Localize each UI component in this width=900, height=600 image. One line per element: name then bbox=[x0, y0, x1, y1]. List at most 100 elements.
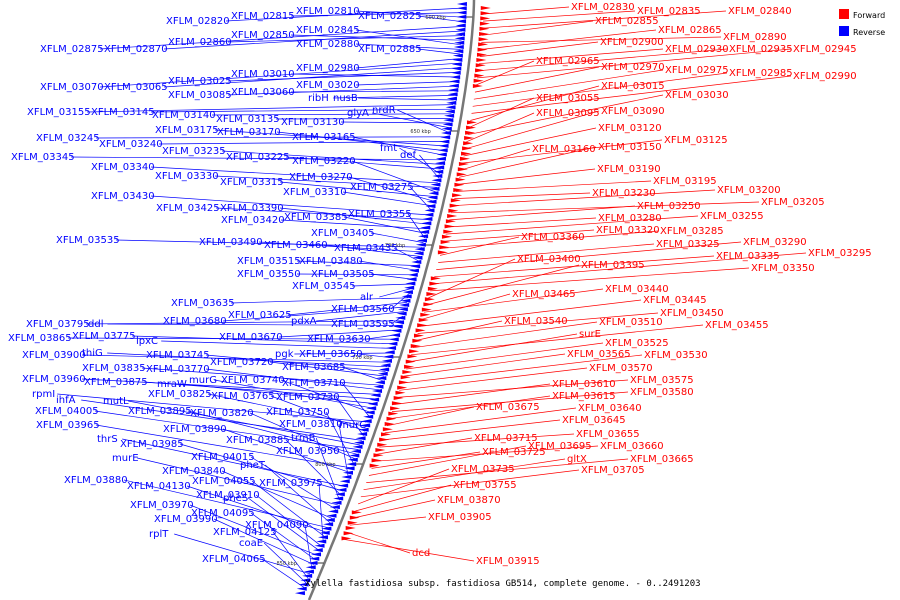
reverse-gene-arrow bbox=[455, 23, 466, 28]
tick-label: 650 kbp bbox=[410, 129, 430, 135]
reverse-gene-arrow bbox=[357, 432, 368, 436]
reverse-connector bbox=[249, 412, 356, 460]
reverse-gene-arrow bbox=[302, 573, 313, 578]
reverse-connector bbox=[122, 438, 345, 487]
forward-gene-label: XFLM_03905 bbox=[428, 512, 492, 523]
tick-label: 800 kbp bbox=[315, 462, 335, 468]
reverse-gene-label: XFLM_03975 bbox=[259, 478, 323, 489]
forward-connector bbox=[472, 72, 728, 107]
forward-connector bbox=[408, 333, 578, 363]
reverse-gene-arrow bbox=[415, 242, 426, 247]
reverse-gene-labels: XFLM_02820 XFLM_02815 XFLM_02810XFLM_02825… bbox=[8, 6, 422, 565]
forward-gene-arrow bbox=[404, 364, 415, 369]
reverse-connector bbox=[275, 118, 451, 120]
reverse-connector bbox=[186, 485, 328, 533]
reverse-gene-arrow bbox=[446, 96, 457, 101]
forward-connector bbox=[474, 66, 600, 93]
reverse-gene-label: XFLM_03840 bbox=[162, 466, 226, 477]
reverse-connector bbox=[296, 273, 415, 276]
reverse-gene-arrow bbox=[354, 440, 365, 445]
forward-connector bbox=[424, 288, 604, 313]
reverse-connector bbox=[182, 383, 375, 404]
reverse-gene-label: XFLM_03245 bbox=[36, 133, 100, 144]
forward-gene-arrow bbox=[457, 167, 468, 172]
reverse-gene-arrow bbox=[455, 32, 466, 37]
forward-gene-arrow bbox=[393, 396, 404, 400]
reverse-gene-arrow bbox=[424, 208, 435, 213]
reverse-gene-label: XFLM_03345 bbox=[11, 152, 75, 163]
reverse-gene-arrow bbox=[309, 556, 320, 561]
reverse-connector bbox=[214, 175, 437, 188]
forward-gene-label: XFLM_03675 bbox=[476, 402, 540, 413]
forward-gene-label: XFLM_02835 bbox=[637, 6, 701, 17]
reverse-gene-label: XFLM_02880 bbox=[296, 39, 360, 50]
reverse-gene-arrow bbox=[445, 105, 456, 110]
reverse-gene-arrow bbox=[397, 307, 408, 312]
reverse-gene-arrow bbox=[456, 14, 467, 19]
forward-gene-label: XFLM_03350 bbox=[751, 263, 815, 274]
reverse-connector bbox=[251, 480, 326, 538]
forward-gene-label: gltX bbox=[567, 454, 587, 465]
reverse-gene-label: XFLM_03385 bbox=[284, 212, 348, 223]
reverse-gene-arrow bbox=[440, 135, 451, 140]
reverse-gene-arrow bbox=[428, 191, 439, 196]
reverse-gene-arrow bbox=[336, 487, 347, 492]
forward-gene-arrow bbox=[459, 156, 470, 161]
reverse-connector bbox=[276, 131, 445, 151]
reverse-connector bbox=[115, 239, 423, 248]
reverse-connector bbox=[270, 395, 366, 432]
legend-forward-swatch bbox=[839, 9, 849, 19]
reverse-connector bbox=[315, 437, 340, 501]
forward-gene-label: XFLM_03055 bbox=[536, 93, 600, 104]
reverse-gene-arrow bbox=[369, 397, 380, 402]
reverse-connector bbox=[351, 283, 413, 287]
reverse-gene-label: XFLM_04015 bbox=[191, 452, 255, 463]
forward-gene-label: XFLM_03455 bbox=[705, 320, 769, 331]
forward-gene-arrow bbox=[423, 302, 434, 307]
reverse-gene-label: XFLM_03970 bbox=[130, 500, 194, 511]
forward-connector bbox=[441, 230, 659, 249]
reverse-connector bbox=[351, 136, 444, 156]
reverse-gene-arrow bbox=[300, 578, 311, 583]
forward-connector bbox=[399, 367, 588, 391]
forward-gene-label: dcd bbox=[412, 548, 430, 559]
forward-gene-arrow bbox=[437, 250, 448, 255]
reverse-gene-arrow bbox=[407, 272, 418, 277]
forward-gene-arrow bbox=[444, 224, 455, 229]
forward-gene-arrow bbox=[464, 136, 475, 140]
forward-gene-arrow bbox=[413, 333, 424, 338]
reverse-gene-label: XFLM_03550 bbox=[237, 269, 301, 280]
reverse-gene-label: XFLM_02810 bbox=[296, 6, 360, 17]
reverse-gene-arrow bbox=[355, 436, 366, 441]
reverse-gene-label: XFLM_03155 bbox=[27, 107, 91, 118]
reverse-gene-arrow bbox=[422, 217, 433, 221]
forward-gene-arrow bbox=[402, 370, 413, 374]
reverse-connector bbox=[250, 512, 316, 561]
reverse-gene-arrow bbox=[390, 333, 401, 338]
reverse-gene-arrow bbox=[455, 27, 466, 32]
reverse-gene-arrow bbox=[412, 255, 423, 260]
tick-label: 850 kbp bbox=[277, 561, 297, 567]
reverse-gene-arrow bbox=[333, 496, 344, 501]
legend-forward-label: Forward bbox=[853, 11, 885, 20]
forward-connector-lines bbox=[344, 6, 807, 562]
reverse-gene-arrow bbox=[376, 376, 387, 381]
forward-connector bbox=[458, 146, 597, 178]
reverse-gene-arrow bbox=[326, 513, 337, 518]
forward-gene-arrow bbox=[397, 385, 408, 390]
forward-connector bbox=[450, 201, 760, 214]
reverse-gene-label: mraW bbox=[157, 379, 187, 390]
reverse-gene-arrow bbox=[339, 479, 350, 484]
forward-gene-arrow bbox=[420, 312, 431, 317]
reverse-gene-arrow bbox=[396, 311, 407, 316]
forward-gene-label: XFLM_03695 bbox=[528, 441, 592, 452]
reverse-gene-arrow bbox=[443, 118, 454, 123]
reverse-gene-arrow bbox=[406, 277, 417, 282]
forward-gene-arrow bbox=[449, 203, 460, 208]
forward-gene-label: XFLM_03400 bbox=[517, 254, 581, 265]
reverse-gene-arrow bbox=[349, 453, 360, 458]
reverse-connector bbox=[227, 72, 458, 82]
reverse-gene-arrow bbox=[314, 543, 325, 548]
reverse-connector bbox=[99, 26, 463, 50]
